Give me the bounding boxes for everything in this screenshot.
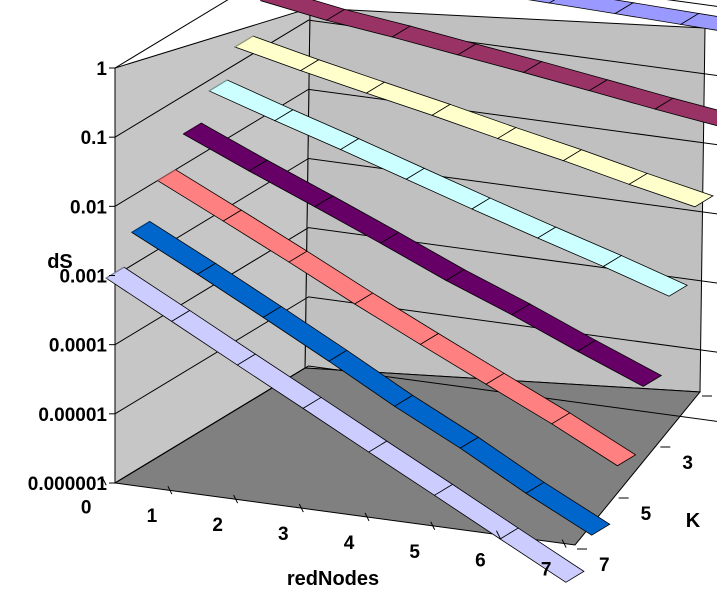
x-tick-mark-2 — [233, 494, 239, 504]
x-tick-label-5: 5 — [409, 542, 420, 563]
ribbon-3-segment-6 — [602, 255, 688, 297]
series-ribbon-3 — [208, 79, 688, 297]
ribbon-0-segment-6 — [679, 13, 717, 31]
x-tick-label-2: 2 — [212, 515, 223, 536]
series-ribbon-1 — [259, 0, 717, 127]
z-tick-label-2: 5 — [641, 504, 652, 525]
series-ribbon-5 — [156, 169, 637, 467]
x-tick-label-1: 1 — [147, 506, 158, 527]
y-tick-label-1: 0.1 — [81, 128, 108, 149]
gridline-y-3 — [114, 157, 717, 276]
y-tick-label-2: 0.01 — [70, 197, 107, 218]
z-tick-label-1: 3 — [682, 453, 693, 474]
y-tick-label-4: 0.0001 — [49, 336, 108, 357]
x-tick-mark-5 — [430, 521, 436, 530]
ribbon-2-segment-6 — [628, 172, 714, 208]
ribbon-6-segment-6 — [525, 481, 611, 536]
z-axis-title: K — [686, 510, 701, 532]
x-tick-label-0: 0 — [81, 497, 92, 518]
x-tick-label-6: 6 — [475, 551, 486, 572]
x-tick-label-4: 4 — [344, 533, 355, 554]
series-ribbons — [105, 0, 717, 583]
ribbon-7-segment-6 — [499, 527, 585, 583]
x-axis-title: redNodes — [287, 568, 379, 590]
y-axis-title: dS — [47, 251, 73, 273]
gridline-y-0 — [114, 0, 717, 69]
ribbon-1-segment-6 — [653, 97, 717, 127]
z-tick-label-3: 7 — [599, 555, 610, 576]
x-tick-mark-7 — [561, 539, 567, 548]
ribbon-4-end-edge — [183, 122, 202, 135]
x-tick-mark-1 — [167, 485, 173, 495]
ribbon-5-end-edge — [157, 169, 176, 182]
y-tick-label-6: 0.000001 — [28, 474, 108, 495]
ribbon-4-segment-6 — [576, 339, 663, 387]
ribbon-3-end-edge — [208, 79, 228, 92]
ribbon-7-end-edge — [105, 266, 125, 279]
gridline-y-1 — [114, 19, 717, 138]
gridline-y-2 — [114, 88, 717, 207]
series-ribbon-6 — [131, 220, 611, 536]
x-tick-mark-4 — [364, 512, 370, 522]
x-tick-mark-3 — [298, 503, 304, 513]
series-ribbon-2 — [234, 35, 714, 208]
x-tick-mark-6 — [495, 530, 501, 539]
y-tick-label-0: 1 — [96, 59, 107, 80]
series-ribbon-7 — [105, 266, 585, 583]
series-ribbon-0 — [527, 0, 717, 31]
ribbon-5-segment-6 — [551, 412, 637, 467]
series-ribbon-4 — [182, 122, 663, 387]
x-tick-mark-0 — [101, 477, 107, 486]
y-tick-label-5: 0.00001 — [38, 405, 107, 426]
y-tick-label-3: 0.001 — [59, 267, 107, 288]
gridline-y-6 — [114, 365, 717, 484]
ribbon-6-end-edge — [131, 220, 151, 233]
gridlines — [114, 0, 717, 484]
x-tick-label-7: 7 — [541, 560, 552, 581]
ribbon-2-end-edge — [234, 35, 254, 48]
gridline-y-5 — [114, 296, 717, 415]
x-tick-label-3: 3 — [278, 524, 289, 545]
ribbon-0-segment-3 — [527, 0, 556, 4]
